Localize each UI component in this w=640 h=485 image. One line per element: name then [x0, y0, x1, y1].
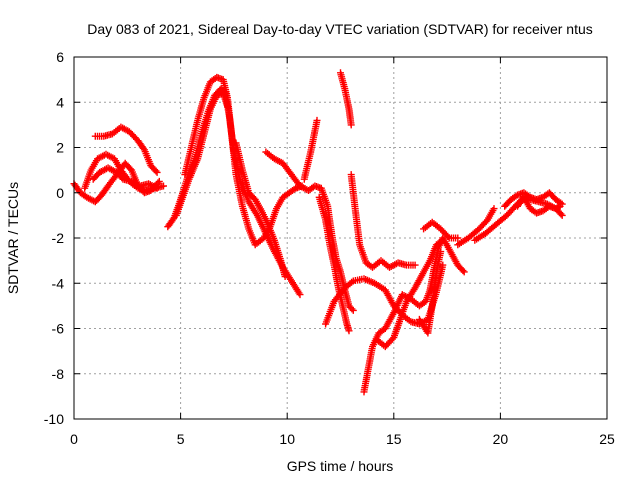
series-arc-11	[315, 193, 353, 335]
x-tick-label: 0	[70, 431, 78, 447]
series-arc-6	[172, 89, 231, 219]
data-markers	[70, 69, 566, 396]
data-point	[155, 177, 163, 185]
data-point	[281, 273, 289, 280]
y-tick-label: -6	[52, 321, 65, 337]
data-point	[348, 305, 356, 313]
series-arc-22	[514, 193, 564, 217]
data-point	[490, 205, 498, 213]
data-point	[555, 203, 563, 211]
y-tick-label: -2	[52, 230, 65, 246]
series-arc-10	[300, 116, 321, 183]
grid-lines	[74, 57, 607, 419]
data-point	[388, 335, 396, 343]
y-tick-label: -10	[44, 411, 64, 427]
data-point	[411, 261, 419, 269]
data-point	[313, 116, 321, 124]
tick-labels: 0 5 10 15 20 25 -10 -8 -6 -4 -2 0 2 4 6	[44, 49, 615, 447]
series-arc-9	[262, 148, 357, 314]
series-arc-12	[337, 69, 355, 129]
data-point	[153, 184, 161, 192]
y-tick-label: 0	[56, 185, 64, 201]
data-point	[459, 267, 467, 275]
axis-ticks	[73, 56, 608, 420]
series-arc-13	[347, 171, 419, 271]
y-tick-label: 6	[56, 49, 64, 65]
data-point	[437, 248, 445, 256]
series-arc-3	[89, 164, 161, 192]
series-arc-7	[181, 73, 306, 249]
y-tick-label: -4	[52, 275, 65, 291]
data-point	[345, 327, 353, 335]
data-point	[454, 234, 462, 242]
data-point	[349, 306, 357, 314]
series-arc-15	[360, 234, 468, 396]
data-point	[556, 202, 564, 210]
data-point	[153, 168, 161, 176]
x-axis-label: GPS time / hours	[287, 458, 394, 474]
x-tick-label: 15	[386, 431, 402, 447]
y-tick-label: -8	[52, 366, 65, 382]
series-arc-16	[373, 236, 447, 351]
data-point	[558, 211, 566, 219]
data-point	[444, 233, 452, 240]
y-tick-label: 2	[56, 140, 64, 156]
series-arc-8	[232, 139, 289, 280]
x-tick-label: 5	[177, 431, 185, 447]
series-arc-4	[91, 123, 161, 176]
data-point	[439, 236, 447, 244]
series-arc-18	[420, 218, 462, 242]
data-point	[160, 182, 167, 190]
x-tick-label: 25	[599, 431, 615, 447]
data-point	[152, 167, 160, 175]
data-point	[460, 268, 468, 276]
series-arc-19	[454, 205, 498, 249]
series-arc-14	[322, 261, 447, 328]
series-arc-17	[415, 248, 445, 337]
y-tick-label: 4	[56, 94, 64, 110]
data-point	[296, 291, 304, 299]
x-tick-label: 10	[279, 431, 295, 447]
y-axis-label: SDTVAR / TECUs	[5, 182, 21, 294]
x-tick-label: 20	[493, 431, 509, 447]
data-point	[437, 237, 445, 245]
data-point	[347, 121, 355, 129]
data-point	[557, 210, 565, 218]
chart-title: Day 083 of 2021, Sidereal Day-to-day VTE…	[87, 21, 593, 37]
